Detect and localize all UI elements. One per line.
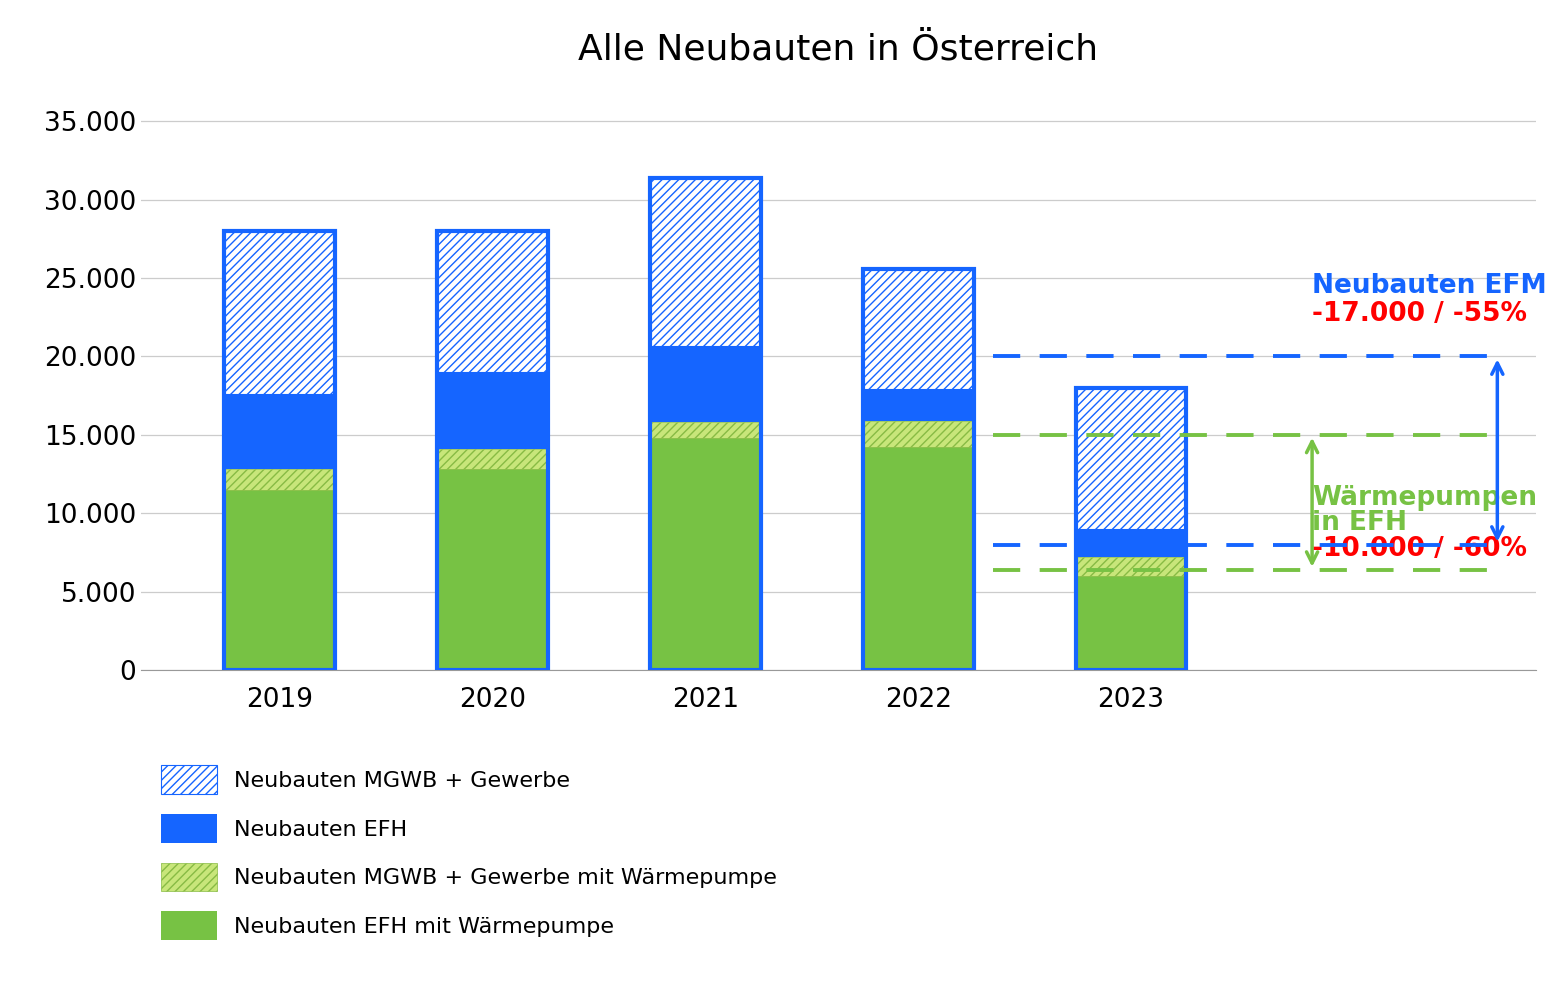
Bar	[1077, 529, 1186, 557]
Bar	[224, 469, 335, 490]
Bar	[437, 372, 548, 449]
Bar	[650, 178, 760, 670]
Bar	[650, 422, 760, 438]
Bar	[437, 469, 548, 670]
Bar	[1077, 576, 1186, 670]
Bar	[863, 421, 973, 447]
Bar	[224, 394, 335, 469]
Bar	[863, 447, 973, 670]
Bar	[863, 269, 973, 389]
Bar	[437, 449, 548, 469]
Bar	[650, 178, 760, 346]
Bar	[863, 269, 973, 670]
Bar	[224, 490, 335, 670]
Text: Neubauten EFM: Neubauten EFM	[1312, 273, 1547, 299]
Text: -17.000 / -55%: -17.000 / -55%	[1312, 301, 1528, 327]
Bar	[863, 389, 973, 421]
Bar	[224, 231, 335, 670]
Bar	[437, 231, 548, 670]
Legend: Neubauten MGWB + Gewerbe, Neubauten EFH, Neubauten MGWB + Gewerbe mit Wärmepumpe: Neubauten MGWB + Gewerbe, Neubauten EFH,…	[152, 757, 787, 949]
Text: Wärmepumpen: Wärmepumpen	[1312, 485, 1537, 511]
Bar	[1077, 557, 1186, 576]
Bar	[437, 231, 548, 372]
Text: -10.000 / -60%: -10.000 / -60%	[1312, 536, 1528, 562]
Bar	[650, 438, 760, 670]
Bar	[650, 346, 760, 422]
Bar	[1077, 388, 1186, 670]
Bar	[1077, 388, 1186, 529]
Bar	[224, 231, 335, 394]
Title: Alle Neubauten in Österreich: Alle Neubauten in Österreich	[578, 32, 1098, 66]
Text: in EFH: in EFH	[1312, 510, 1407, 536]
